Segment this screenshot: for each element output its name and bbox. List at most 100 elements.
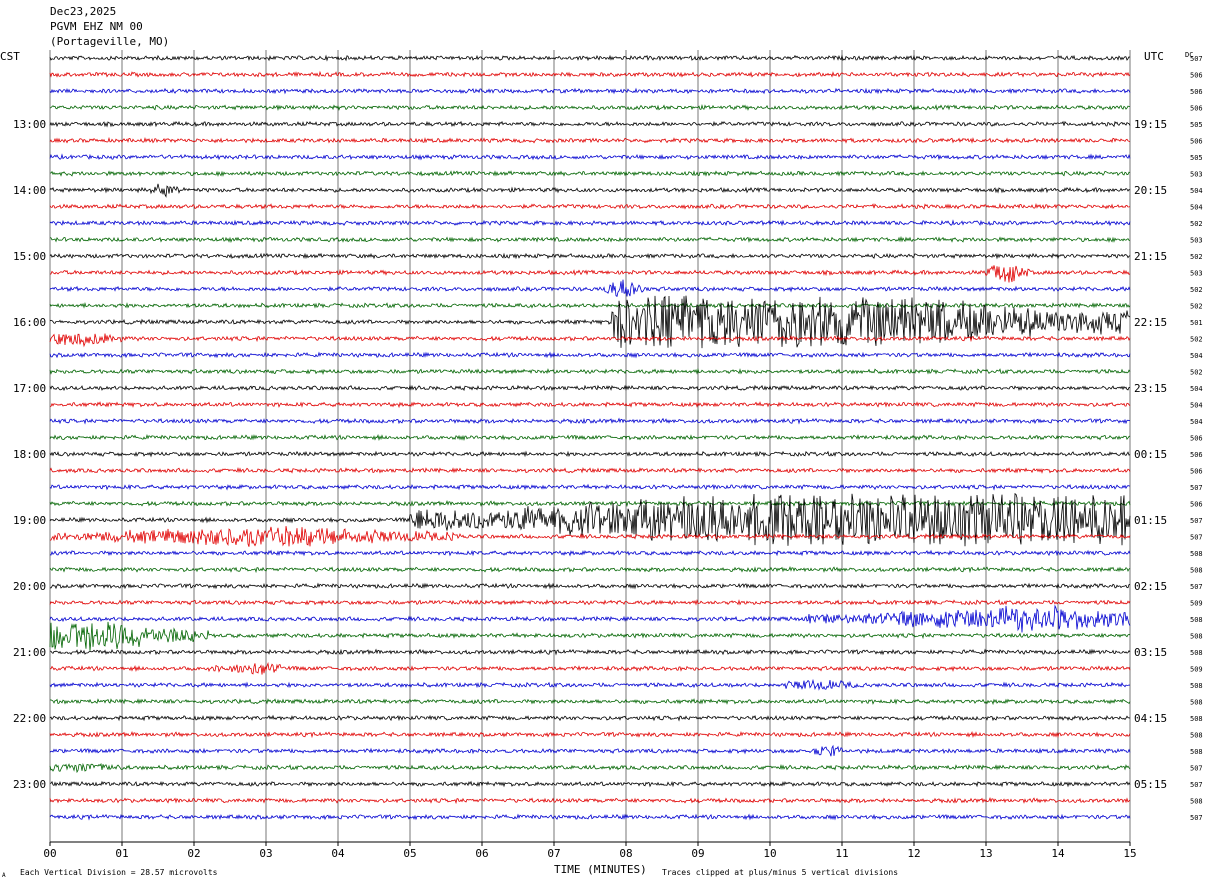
- trace-row: [49, 183, 1131, 198]
- header-date: Dec23,2025: [50, 5, 117, 18]
- left-hour-label: 16:00: [13, 316, 46, 329]
- right-hour-label: 01:15: [1134, 514, 1167, 527]
- trace-row: [49, 265, 1131, 283]
- left-hour-label: 18:00: [13, 448, 46, 461]
- right-timezone-label: UTC: [1144, 50, 1164, 63]
- dc-offset-label: 502: [1190, 253, 1203, 261]
- dc-offset-label: 508: [1190, 715, 1203, 723]
- dc-offset-label: 503: [1190, 171, 1203, 179]
- dc-offset-label: 502: [1190, 286, 1203, 294]
- x-tick-label: 14: [1051, 847, 1065, 860]
- trace-row: [49, 153, 1131, 161]
- dc-offset-label: 504: [1190, 352, 1203, 360]
- dc-offset-label: 504: [1190, 187, 1203, 195]
- trace-row: [49, 565, 1131, 574]
- dc-offset-label: 501: [1190, 319, 1203, 327]
- dc-offset-label: 507: [1190, 583, 1203, 591]
- x-tick-label: 05: [403, 847, 416, 860]
- trace-row: [49, 744, 1131, 757]
- trace-row: [49, 813, 1131, 821]
- dc-offset-label: 508: [1190, 732, 1203, 740]
- dc-offset-label: 506: [1190, 451, 1203, 459]
- trace-row: [49, 466, 1131, 474]
- x-tick-label: 02: [187, 847, 200, 860]
- trace-row: [49, 301, 1131, 309]
- dc-offset-label: 502: [1190, 369, 1203, 377]
- dc-offset-label: 507: [1190, 55, 1203, 63]
- trace-row: [49, 219, 1131, 227]
- trace-row: [49, 730, 1131, 739]
- dc-offset-label: 506: [1190, 88, 1203, 96]
- dc-offset-label: 506: [1190, 468, 1203, 476]
- right-hour-label: 03:15: [1134, 646, 1167, 659]
- trace-row: [49, 604, 1131, 633]
- dc-offset-label: 506: [1190, 435, 1203, 443]
- dc-offset-label: 507: [1190, 781, 1203, 789]
- dc-offset-label: 509: [1190, 666, 1203, 674]
- dc-offset-label: 508: [1190, 798, 1203, 806]
- right-hour-label: 21:15: [1134, 250, 1167, 263]
- trace-row: [49, 120, 1131, 128]
- left-hour-label: 14:00: [13, 184, 46, 197]
- x-tick-label: 11: [835, 847, 848, 860]
- trace-row: [49, 417, 1131, 425]
- dc-offset-label: 508: [1190, 633, 1203, 641]
- scale-note: Each Vertical Division = 28.57 microvolt…: [20, 868, 218, 877]
- trace-row: [50, 170, 1131, 177]
- trace-row: [49, 762, 1131, 774]
- left-hour-label: 22:00: [13, 712, 46, 725]
- header-station: PGVM EHZ NM 00: [50, 20, 143, 33]
- x-tick-label: 01: [115, 847, 128, 860]
- trace-row: [49, 549, 1131, 557]
- trace-row: [49, 279, 1131, 298]
- trace-row: [49, 796, 1131, 805]
- x-tick-label: 13: [979, 847, 992, 860]
- trace-row: [49, 351, 1131, 359]
- dc-offset-label: 507: [1190, 534, 1203, 542]
- dc-offset-label: 502: [1190, 303, 1203, 311]
- trace-row: [49, 526, 1131, 547]
- right-hour-label: 22:15: [1134, 316, 1167, 329]
- right-hour-label: 05:15: [1134, 778, 1167, 791]
- dc-offset-label: 508: [1190, 682, 1203, 690]
- trace-row: [49, 714, 1131, 722]
- trace-row: [49, 54, 1131, 62]
- trace-row: [49, 252, 1131, 260]
- trace-row: [49, 87, 1131, 95]
- trace-row: [49, 434, 1131, 442]
- trace-row: [49, 104, 1131, 112]
- trace-row: [49, 678, 1131, 691]
- right-hour-label: 04:15: [1134, 712, 1167, 725]
- right-hour-label: 00:15: [1134, 448, 1167, 461]
- trace-row: [49, 136, 1131, 144]
- trace-row: [49, 780, 1131, 788]
- dc-offset-label: 507: [1190, 765, 1203, 773]
- right-hour-label: 02:15: [1134, 580, 1167, 593]
- trace-row: [49, 333, 1131, 348]
- trace-row: [49, 384, 1131, 392]
- left-timezone-label: CST: [0, 50, 20, 63]
- trace-row: [49, 202, 1131, 210]
- dc-offset-label: 504: [1190, 385, 1203, 393]
- trace-row: [49, 499, 1131, 508]
- trace-row: [49, 492, 1131, 547]
- x-tick-label: 07: [547, 847, 560, 860]
- x-tick-label: 00: [43, 847, 56, 860]
- dc-offset-label: 506: [1190, 72, 1203, 80]
- dc-offset-label: 508: [1190, 616, 1203, 624]
- trace-row: [49, 582, 1131, 590]
- dc-offset-label: 505: [1190, 154, 1203, 162]
- dc-offset-label: 506: [1190, 138, 1203, 146]
- right-hour-label: 23:15: [1134, 382, 1167, 395]
- dc-offset-label: 507: [1190, 484, 1203, 492]
- header-location: (Portageville, MO): [50, 35, 170, 48]
- dc-offset-label: 508: [1190, 550, 1203, 558]
- dc-offset-label: 502: [1190, 336, 1203, 344]
- trace-row: [49, 401, 1131, 409]
- dc-offset-label: 504: [1190, 204, 1203, 212]
- minute-grid: [49, 50, 1131, 846]
- left-hour-label: 23:00: [13, 778, 46, 791]
- x-tick-label: 08: [619, 847, 632, 860]
- dc-offset-label: 503: [1190, 237, 1203, 245]
- right-hour-label: 20:15: [1134, 184, 1167, 197]
